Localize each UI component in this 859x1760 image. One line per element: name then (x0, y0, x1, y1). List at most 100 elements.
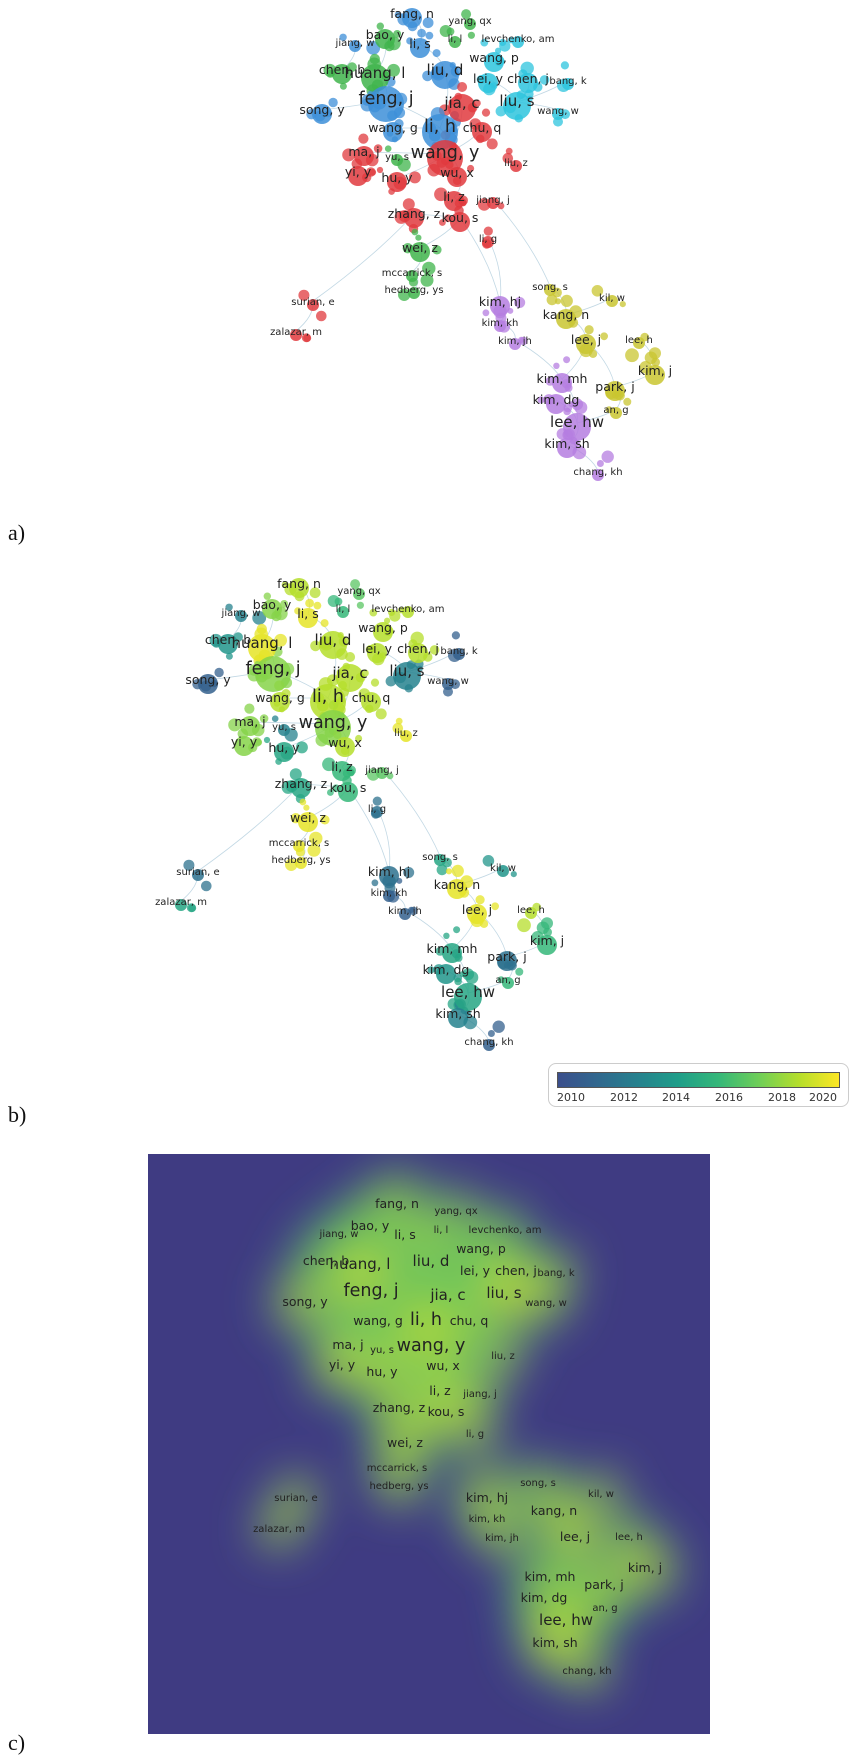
node-circle[interactable] (497, 865, 509, 877)
node-circle[interactable] (544, 284, 556, 296)
node-circle[interactable] (402, 606, 414, 618)
node-circle[interactable] (467, 904, 487, 924)
node-circle[interactable] (510, 160, 522, 172)
node-circle[interactable] (349, 40, 361, 52)
node-circle[interactable] (450, 212, 470, 232)
node-circle[interactable] (487, 197, 499, 209)
node-circle[interactable] (293, 840, 305, 852)
node-circle[interactable] (606, 295, 618, 307)
node-circle[interactable] (518, 73, 538, 93)
node-circle[interactable] (332, 761, 352, 781)
node-circle[interactable] (482, 236, 494, 248)
node-circle[interactable] (448, 1008, 468, 1028)
node-circle[interactable] (490, 296, 510, 316)
node-circle[interactable] (348, 166, 368, 186)
node-circle[interactable] (478, 73, 498, 93)
node-circle[interactable] (332, 64, 352, 84)
node-circle[interactable] (291, 778, 311, 798)
node-circle[interactable] (368, 86, 404, 122)
node-circle[interactable] (406, 270, 418, 282)
node-circle[interactable] (383, 890, 395, 902)
node-circle[interactable] (192, 869, 204, 881)
node-circle[interactable] (298, 812, 318, 832)
node-circle[interactable] (274, 742, 294, 762)
node-circle[interactable] (319, 631, 347, 659)
node-circle[interactable] (338, 782, 358, 802)
node-circle[interactable] (404, 208, 424, 228)
node-circle[interactable] (262, 599, 282, 619)
node-circle[interactable] (410, 242, 430, 262)
node-circle[interactable] (552, 373, 572, 393)
node-circle[interactable] (503, 92, 531, 120)
node-circle[interactable] (509, 338, 521, 350)
node-circle[interactable] (512, 36, 524, 48)
node-circle[interactable] (502, 977, 514, 989)
node-circle[interactable] (337, 606, 349, 618)
node-circle[interactable] (408, 643, 428, 663)
node-circle[interactable] (354, 146, 374, 166)
node-circle[interactable] (427, 140, 463, 176)
node-circle[interactable] (289, 578, 309, 598)
node-circle[interactable] (198, 674, 218, 694)
node-circle[interactable] (552, 108, 564, 120)
node-circle[interactable] (312, 104, 332, 124)
node-circle[interactable] (431, 61, 459, 89)
node-circle[interactable] (633, 337, 645, 349)
node-circle[interactable] (218, 634, 238, 654)
node-circle[interactable] (383, 122, 403, 142)
node-circle[interactable] (436, 964, 456, 984)
node-circle[interactable] (295, 857, 307, 869)
node-circle[interactable] (562, 78, 574, 90)
node-circle[interactable] (605, 381, 625, 401)
node-circle[interactable] (278, 724, 290, 736)
node-circle[interactable] (453, 648, 465, 660)
node-circle[interactable] (494, 320, 506, 332)
node-circle[interactable] (307, 299, 319, 311)
node-circle[interactable] (563, 413, 591, 441)
node-circle[interactable] (576, 334, 596, 354)
node-circle[interactable] (353, 588, 365, 600)
node-circle[interactable] (645, 365, 665, 385)
node-circle[interactable] (408, 287, 420, 299)
node-circle[interactable] (442, 678, 454, 690)
node-circle[interactable] (315, 710, 351, 746)
node-circle[interactable] (592, 469, 604, 481)
node-circle[interactable] (175, 899, 187, 911)
node-circle[interactable] (472, 122, 492, 142)
node-circle[interactable] (379, 866, 399, 886)
node-circle[interactable] (525, 907, 537, 919)
node-circle[interactable] (298, 608, 318, 628)
node-circle[interactable] (234, 736, 254, 756)
node-circle[interactable] (442, 943, 462, 963)
node-circle[interactable] (447, 167, 467, 187)
node-circle[interactable] (454, 983, 482, 1011)
node-circle[interactable] (546, 394, 566, 414)
node-circle[interactable] (376, 767, 388, 779)
node-circle[interactable] (444, 191, 464, 211)
node-circle[interactable] (391, 154, 403, 166)
node-circle[interactable] (400, 730, 412, 742)
node-circle[interactable] (375, 29, 395, 49)
node-circle[interactable] (448, 94, 476, 122)
node-circle[interactable] (270, 692, 290, 712)
node-circle[interactable] (434, 854, 446, 866)
node-circle[interactable] (290, 329, 302, 341)
node-circle[interactable] (361, 692, 381, 712)
node-circle[interactable] (402, 8, 422, 28)
node-circle[interactable] (255, 656, 291, 692)
node-circle[interactable] (399, 908, 411, 920)
node-circle[interactable] (336, 664, 364, 692)
node-circle[interactable] (373, 622, 393, 642)
node-circle[interactable] (464, 18, 476, 30)
node-circle[interactable] (367, 643, 387, 663)
node-circle[interactable] (240, 716, 260, 736)
node-circle[interactable] (393, 662, 421, 690)
node-circle[interactable] (537, 935, 557, 955)
node-circle[interactable] (483, 1039, 495, 1051)
node-circle[interactable] (497, 951, 517, 971)
node-circle[interactable] (556, 309, 576, 329)
node-circle[interactable] (557, 438, 577, 458)
node-circle[interactable] (335, 737, 355, 757)
node-circle[interactable] (610, 407, 622, 419)
node-circle[interactable] (447, 879, 467, 899)
